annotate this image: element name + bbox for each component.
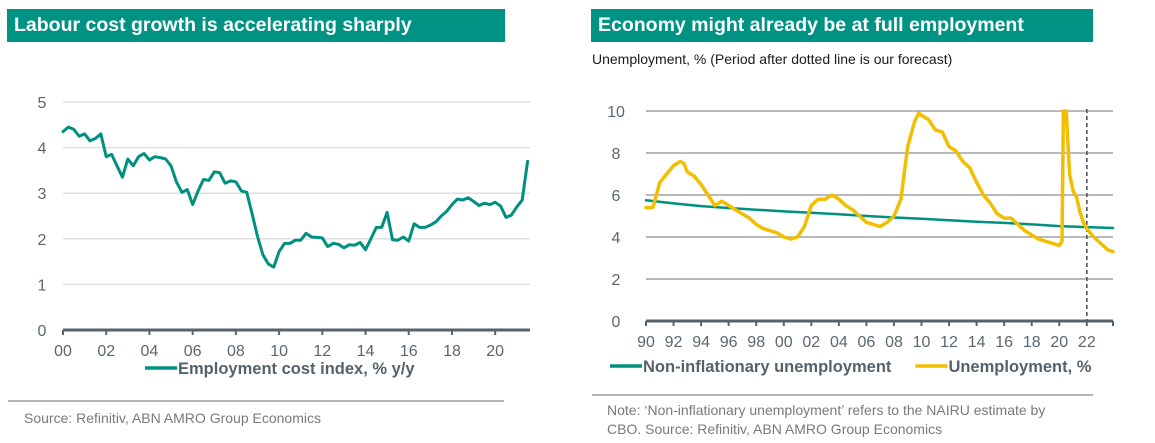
y-tick-label: 4 (38, 141, 47, 158)
source-note: Source: Refinitiv, ABN AMRO Group Econom… (24, 410, 321, 426)
series-line-1 (61, 125, 530, 269)
y-tick-label: 2 (612, 272, 621, 289)
y-tick-label: 1 (38, 277, 47, 294)
legend-label: Unemployment, % (948, 358, 1091, 376)
chart-title: Labour cost growth is accelerating sharp… (7, 9, 505, 42)
x-tick-label: 18 (443, 343, 461, 360)
x-tick-label: 14 (968, 334, 986, 351)
legend-label: Employment cost index, % y/y (178, 360, 415, 378)
x-tick-label: 16 (995, 334, 1013, 351)
legend-item: Non-inflationary unemployment (610, 358, 892, 376)
series-line-1 (644, 199, 1115, 230)
legend-label: Non-inflationary unemployment (643, 358, 892, 376)
x-tick-label: 02 (97, 343, 115, 360)
x-tick-label: 12 (940, 334, 958, 351)
x-tick-label: 02 (802, 334, 820, 351)
x-tick-label: 12 (313, 343, 331, 360)
x-tick-label: 00 (775, 334, 793, 351)
x-tick-label: 92 (665, 334, 683, 351)
x-tick-label: 04 (830, 334, 848, 351)
x-tick-label: 20 (486, 343, 504, 360)
y-tick-label: 10 (607, 104, 625, 121)
y-tick-label: 4 (612, 230, 621, 247)
y-tick-label: 0 (612, 314, 621, 331)
note-line-1: Note: ‘Non-inflationary unemployment’ re… (607, 402, 1046, 418)
y-tick-label: 5 (38, 95, 47, 112)
x-tick-label: 10 (913, 334, 931, 351)
chart-subtitle: Unemployment, % (Period after dotted lin… (592, 51, 953, 67)
x-tick-label: 16 (400, 343, 418, 360)
x-tick-label: 96 (720, 334, 738, 351)
x-tick-label: 08 (885, 334, 903, 351)
x-tick-label: 98 (747, 334, 765, 351)
y-tick-label: 0 (38, 323, 47, 340)
x-tick-label: 22 (1078, 334, 1096, 351)
note-line-2: CBO. Source: Refinitiv, ABN AMRO Group E… (607, 421, 943, 437)
legend-item: Employment cost index, % y/y (145, 360, 415, 378)
x-tick-label: 06 (858, 334, 876, 351)
legend-item: Unemployment, % (915, 358, 1092, 376)
series-line-2 (644, 109, 1115, 254)
x-tick-label: 10 (270, 343, 288, 360)
x-tick-label: 04 (141, 343, 159, 360)
source-note: Note: ‘Non-inflationary unemployment’ re… (607, 401, 1045, 439)
y-tick-label: 2 (38, 232, 47, 249)
panel-unemployment: Economy might already be at full employm… (580, 0, 1155, 443)
x-tick-label: 06 (184, 343, 202, 360)
divider-rule (8, 400, 504, 402)
chart-title: Economy might already be at full employm… (591, 9, 1093, 42)
x-tick-label: 20 (1050, 334, 1068, 351)
divider-rule (592, 394, 1093, 396)
x-tick-label: 00 (54, 343, 72, 360)
x-tick-label: 14 (357, 343, 375, 360)
y-tick-label: 8 (612, 146, 621, 163)
x-tick-label: 90 (637, 334, 655, 351)
y-tick-label: 3 (38, 186, 47, 203)
x-tick-label: 94 (692, 334, 710, 351)
panel-labour-cost: Labour cost growth is accelerating sharp… (7, 9, 530, 426)
x-tick-label: 08 (227, 343, 245, 360)
y-tick-label: 6 (612, 188, 621, 205)
x-tick-label: 18 (1023, 334, 1041, 351)
